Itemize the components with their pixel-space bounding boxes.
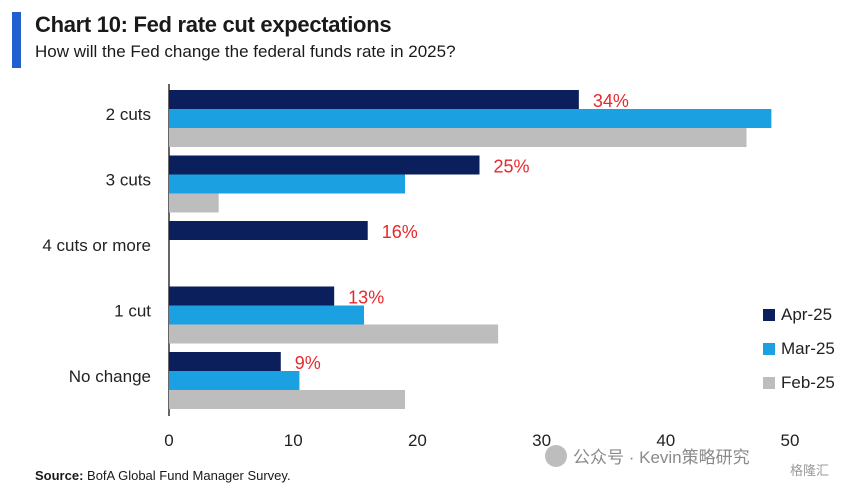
- category-label: 1 cut: [114, 302, 151, 321]
- watermark: 公众号 · Kevin策略研究: [545, 443, 750, 468]
- bar-feb-25: [169, 390, 405, 409]
- data-label: 16%: [382, 222, 418, 242]
- legend-item: Feb-25: [763, 366, 835, 400]
- source-label: Source:: [35, 468, 84, 483]
- legend-label: Apr-25: [781, 305, 833, 324]
- bar-apr-25: [169, 286, 335, 306]
- bar-mar-25: [169, 109, 772, 128]
- legend-label: Mar-25: [781, 339, 835, 358]
- legend-item: Mar-25: [763, 332, 835, 366]
- corner-logo: 格隆汇: [790, 463, 830, 478]
- data-label: 9%: [295, 353, 321, 373]
- x-tick-label: 50: [781, 431, 800, 450]
- bar-mar-25: [169, 305, 364, 325]
- watermark-text: 公众号 · Kevin策略研究: [573, 448, 750, 467]
- x-tick-label: 20: [408, 431, 427, 450]
- bar-apr-25: [169, 221, 368, 240]
- bar-apr-25: [169, 155, 480, 175]
- legend-swatch-feb: [763, 377, 775, 389]
- x-tick-label: 30: [532, 431, 551, 450]
- legend: Apr-25 Mar-25 Feb-25: [763, 298, 835, 400]
- data-label: 34%: [593, 91, 629, 111]
- source-note: Source: BofA Global Fund Manager Survey.: [35, 468, 291, 483]
- legend-item: Apr-25: [763, 298, 835, 332]
- bar-feb-25: [169, 324, 499, 344]
- category-label: 3 cuts: [106, 171, 151, 190]
- wechat-icon: [545, 444, 567, 467]
- category-label: 4 cuts or more: [42, 236, 151, 255]
- data-label: 13%: [348, 288, 384, 308]
- category-label: 2 cuts: [106, 105, 151, 124]
- title-accent-bar: [12, 12, 21, 68]
- chart-title: Chart 10: Fed rate cut expectations: [35, 12, 392, 37]
- chart-subtitle: How will the Fed change the federal fund…: [35, 42, 456, 61]
- x-tick-label: 10: [284, 431, 303, 450]
- bar-apr-25: [169, 352, 281, 371]
- bar-apr-25: [169, 90, 579, 109]
- x-tick-label: 40: [656, 431, 675, 450]
- bar-feb-25: [169, 128, 747, 147]
- legend-swatch-apr: [763, 309, 775, 321]
- data-label: 25%: [494, 157, 530, 177]
- bar-mar-25: [169, 371, 300, 390]
- x-tick-label: 0: [164, 431, 173, 450]
- legend-swatch-mar: [763, 343, 775, 355]
- bar-mar-25: [169, 174, 405, 194]
- legend-label: Feb-25: [781, 373, 835, 392]
- bar-feb-25: [169, 193, 219, 213]
- source-text: BofA Global Fund Manager Survey.: [83, 468, 291, 483]
- category-label: No change: [69, 367, 151, 386]
